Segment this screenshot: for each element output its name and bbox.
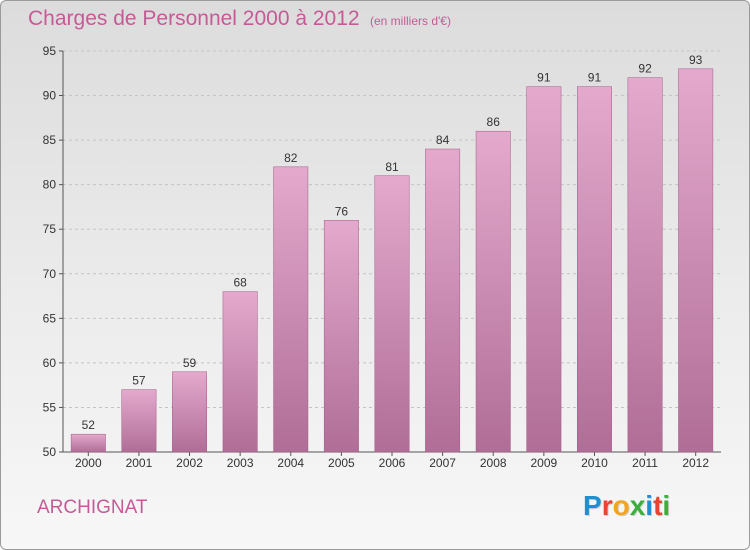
logo-letter: o <box>612 490 630 521</box>
data-label: 82 <box>284 151 298 165</box>
logo-letter: t <box>653 490 663 521</box>
logo-letter: i <box>645 490 654 521</box>
y-tick-label: 65 <box>43 311 57 325</box>
x-tick-label: 2002 <box>176 456 203 470</box>
bar-2006[interactable] <box>374 175 410 453</box>
bar-2003[interactable] <box>222 291 258 453</box>
y-tick-label: 75 <box>43 222 57 236</box>
x-tick-label: 2005 <box>328 456 355 470</box>
x-tick-label: 2007 <box>429 456 456 470</box>
bar-2011[interactable] <box>627 77 663 453</box>
bar-2009[interactable] <box>526 86 562 453</box>
bar-2005[interactable] <box>323 220 359 453</box>
y-tick-label: 70 <box>43 267 57 281</box>
data-label: 76 <box>335 204 349 218</box>
data-label: 81 <box>385 160 399 174</box>
data-labels: 52 57 59 68 82 76 81 84 86 91 91 92 93 <box>82 53 703 432</box>
x-tick-label: 2011 <box>632 456 658 470</box>
bar-2001[interactable] <box>121 389 157 453</box>
y-tick-label: 55 <box>43 400 57 414</box>
bar-2007[interactable] <box>425 148 461 453</box>
bars <box>70 68 714 453</box>
x-tick-label: 2004 <box>277 456 304 470</box>
bar-2008[interactable] <box>475 130 511 453</box>
data-label: 59 <box>183 356 197 370</box>
bar-2000[interactable] <box>70 433 106 453</box>
y-tick-label: 60 <box>43 356 57 370</box>
data-label: 92 <box>638 62 652 76</box>
data-label: 93 <box>689 53 703 67</box>
logo-letter: x <box>629 490 646 521</box>
logo-letter: P <box>583 490 602 521</box>
data-label: 84 <box>436 133 450 147</box>
logo-letter: i <box>662 490 671 521</box>
bar-2012[interactable] <box>678 68 714 453</box>
data-label: 86 <box>487 115 501 129</box>
x-tick-label: 2009 <box>530 456 557 470</box>
x-tick-label: 2010 <box>581 456 608 470</box>
x-tick-label: 2012 <box>682 456 709 470</box>
y-tick-label: 50 <box>43 445 57 459</box>
chart-subtitle: (en milliers d'€) <box>370 14 451 28</box>
y-tick-label: 95 <box>43 44 57 58</box>
data-label: 91 <box>588 71 602 85</box>
bar-2002[interactable] <box>172 371 207 453</box>
data-label: 52 <box>82 418 96 432</box>
x-tick-label: 2001 <box>126 456 153 470</box>
logo-letter: r <box>601 490 613 521</box>
place-name: ARCHIGNAT <box>37 497 148 518</box>
data-label: 68 <box>233 276 247 290</box>
x-tick-label: 2003 <box>227 456 254 470</box>
x-tick-label: 2000 <box>75 456 102 470</box>
data-label: 91 <box>537 71 551 85</box>
y-tick-label: 80 <box>43 178 57 192</box>
bar-2010[interactable] <box>577 86 612 453</box>
chart-title: Charges de Personnel 2000 à 2012 <box>28 7 360 30</box>
y-tick-label: 90 <box>43 89 57 103</box>
proxiti-logo[interactable]: Proxiti <box>583 490 670 522</box>
data-label: 57 <box>132 374 146 388</box>
x-tick-label: 2006 <box>379 456 406 470</box>
bar-2004[interactable] <box>273 166 309 453</box>
y-tick-label: 85 <box>43 133 57 147</box>
x-tick-label: 2008 <box>480 456 507 470</box>
